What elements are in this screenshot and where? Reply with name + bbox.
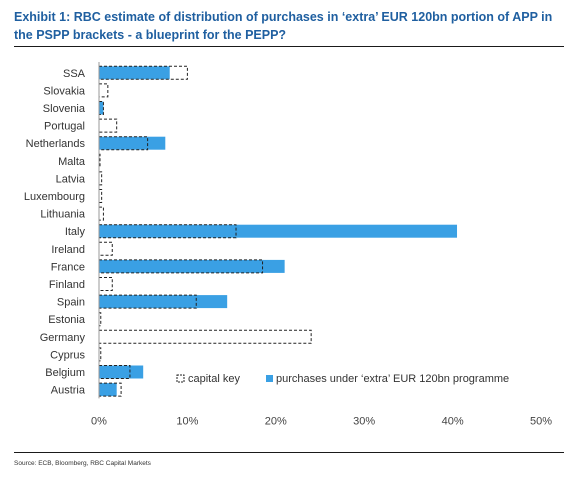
source-note: Source: ECB, Bloomberg, RBC Capital Mark… <box>14 460 151 467</box>
purchases-bar-slovenia <box>99 101 104 115</box>
capital-key-bar-ireland <box>98 241 113 256</box>
x-tick-label-4: 40% <box>442 415 464 427</box>
legend-swatch-capital-key <box>176 374 185 383</box>
capital-key-bar-portugal <box>98 118 118 133</box>
purchases-bar-austria <box>99 383 117 397</box>
category-label-italy: Italy <box>65 226 86 238</box>
category-label-slovenia: Slovenia <box>43 103 86 115</box>
category-label-ssa: SSA <box>63 68 86 80</box>
x-tick-label-2: 20% <box>265 415 287 427</box>
source-rule <box>14 452 564 453</box>
category-label-portugal: Portugal <box>44 121 85 133</box>
capital-key-bar-latvia <box>98 171 103 186</box>
capital-key-bar-estonia <box>98 312 102 327</box>
bar-chart: SSA Slovakia Slovenia Portugal Netherlands Ma… <box>24 62 552 427</box>
x-tick-label-1: 10% <box>176 415 198 427</box>
chart-title: Exhibit 1: RBC estimate of distribution … <box>14 10 553 42</box>
title-rule <box>14 46 564 47</box>
capital-key-bar-slovakia <box>98 83 109 98</box>
purchases-bar-ssa <box>99 66 170 80</box>
x-tick-label-0: 0% <box>91 415 107 427</box>
category-label-cyprus: Cyprus <box>50 349 85 361</box>
capital-key-bar-germany <box>98 329 312 344</box>
category-label-spain: Spain <box>57 297 85 309</box>
legend-swatch-purchases <box>266 375 273 382</box>
category-label-estonia: Estonia <box>48 314 86 326</box>
x-tick-label-3: 30% <box>353 415 375 427</box>
legend-label-capital-key: capital key <box>188 373 240 385</box>
category-label-malta: Malta <box>58 156 86 168</box>
purchases-bar-france <box>99 259 285 273</box>
legend-label-purchases: purchases under ‘extra’ EUR 120bn progra… <box>276 373 509 385</box>
purchases-bar-netherlands <box>99 136 166 150</box>
category-label-finland: Finland <box>49 279 85 291</box>
capital-key-bar-austria <box>98 382 122 397</box>
purchases-bar-italy <box>99 224 458 238</box>
capital-key-bar-cyprus <box>98 347 102 362</box>
category-label-ireland: Ireland <box>51 244 85 256</box>
capital-key-bar-finland <box>98 277 113 291</box>
category-label-france: France <box>51 261 85 273</box>
purchases-bar-spain <box>99 295 228 309</box>
capital-key-bar-lithuania <box>98 206 104 221</box>
category-label-luxembourg: Luxembourg <box>24 191 85 203</box>
category-label-netherlands: Netherlands <box>26 138 86 150</box>
capital-key-bar-slovenia <box>98 101 104 115</box>
category-label-lithuania: Lithuania <box>40 209 86 221</box>
x-tick-label-5: 50% <box>530 415 552 427</box>
category-label-belgium: Belgium <box>45 367 85 379</box>
category-label-slovakia: Slovakia <box>43 85 85 97</box>
category-label-latvia: Latvia <box>56 173 86 185</box>
category-label-germany: Germany <box>40 332 86 344</box>
purchases-bar-belgium <box>99 365 144 379</box>
category-label-austria: Austria <box>51 385 86 397</box>
capital-key-bar-luxembourg <box>98 189 103 203</box>
